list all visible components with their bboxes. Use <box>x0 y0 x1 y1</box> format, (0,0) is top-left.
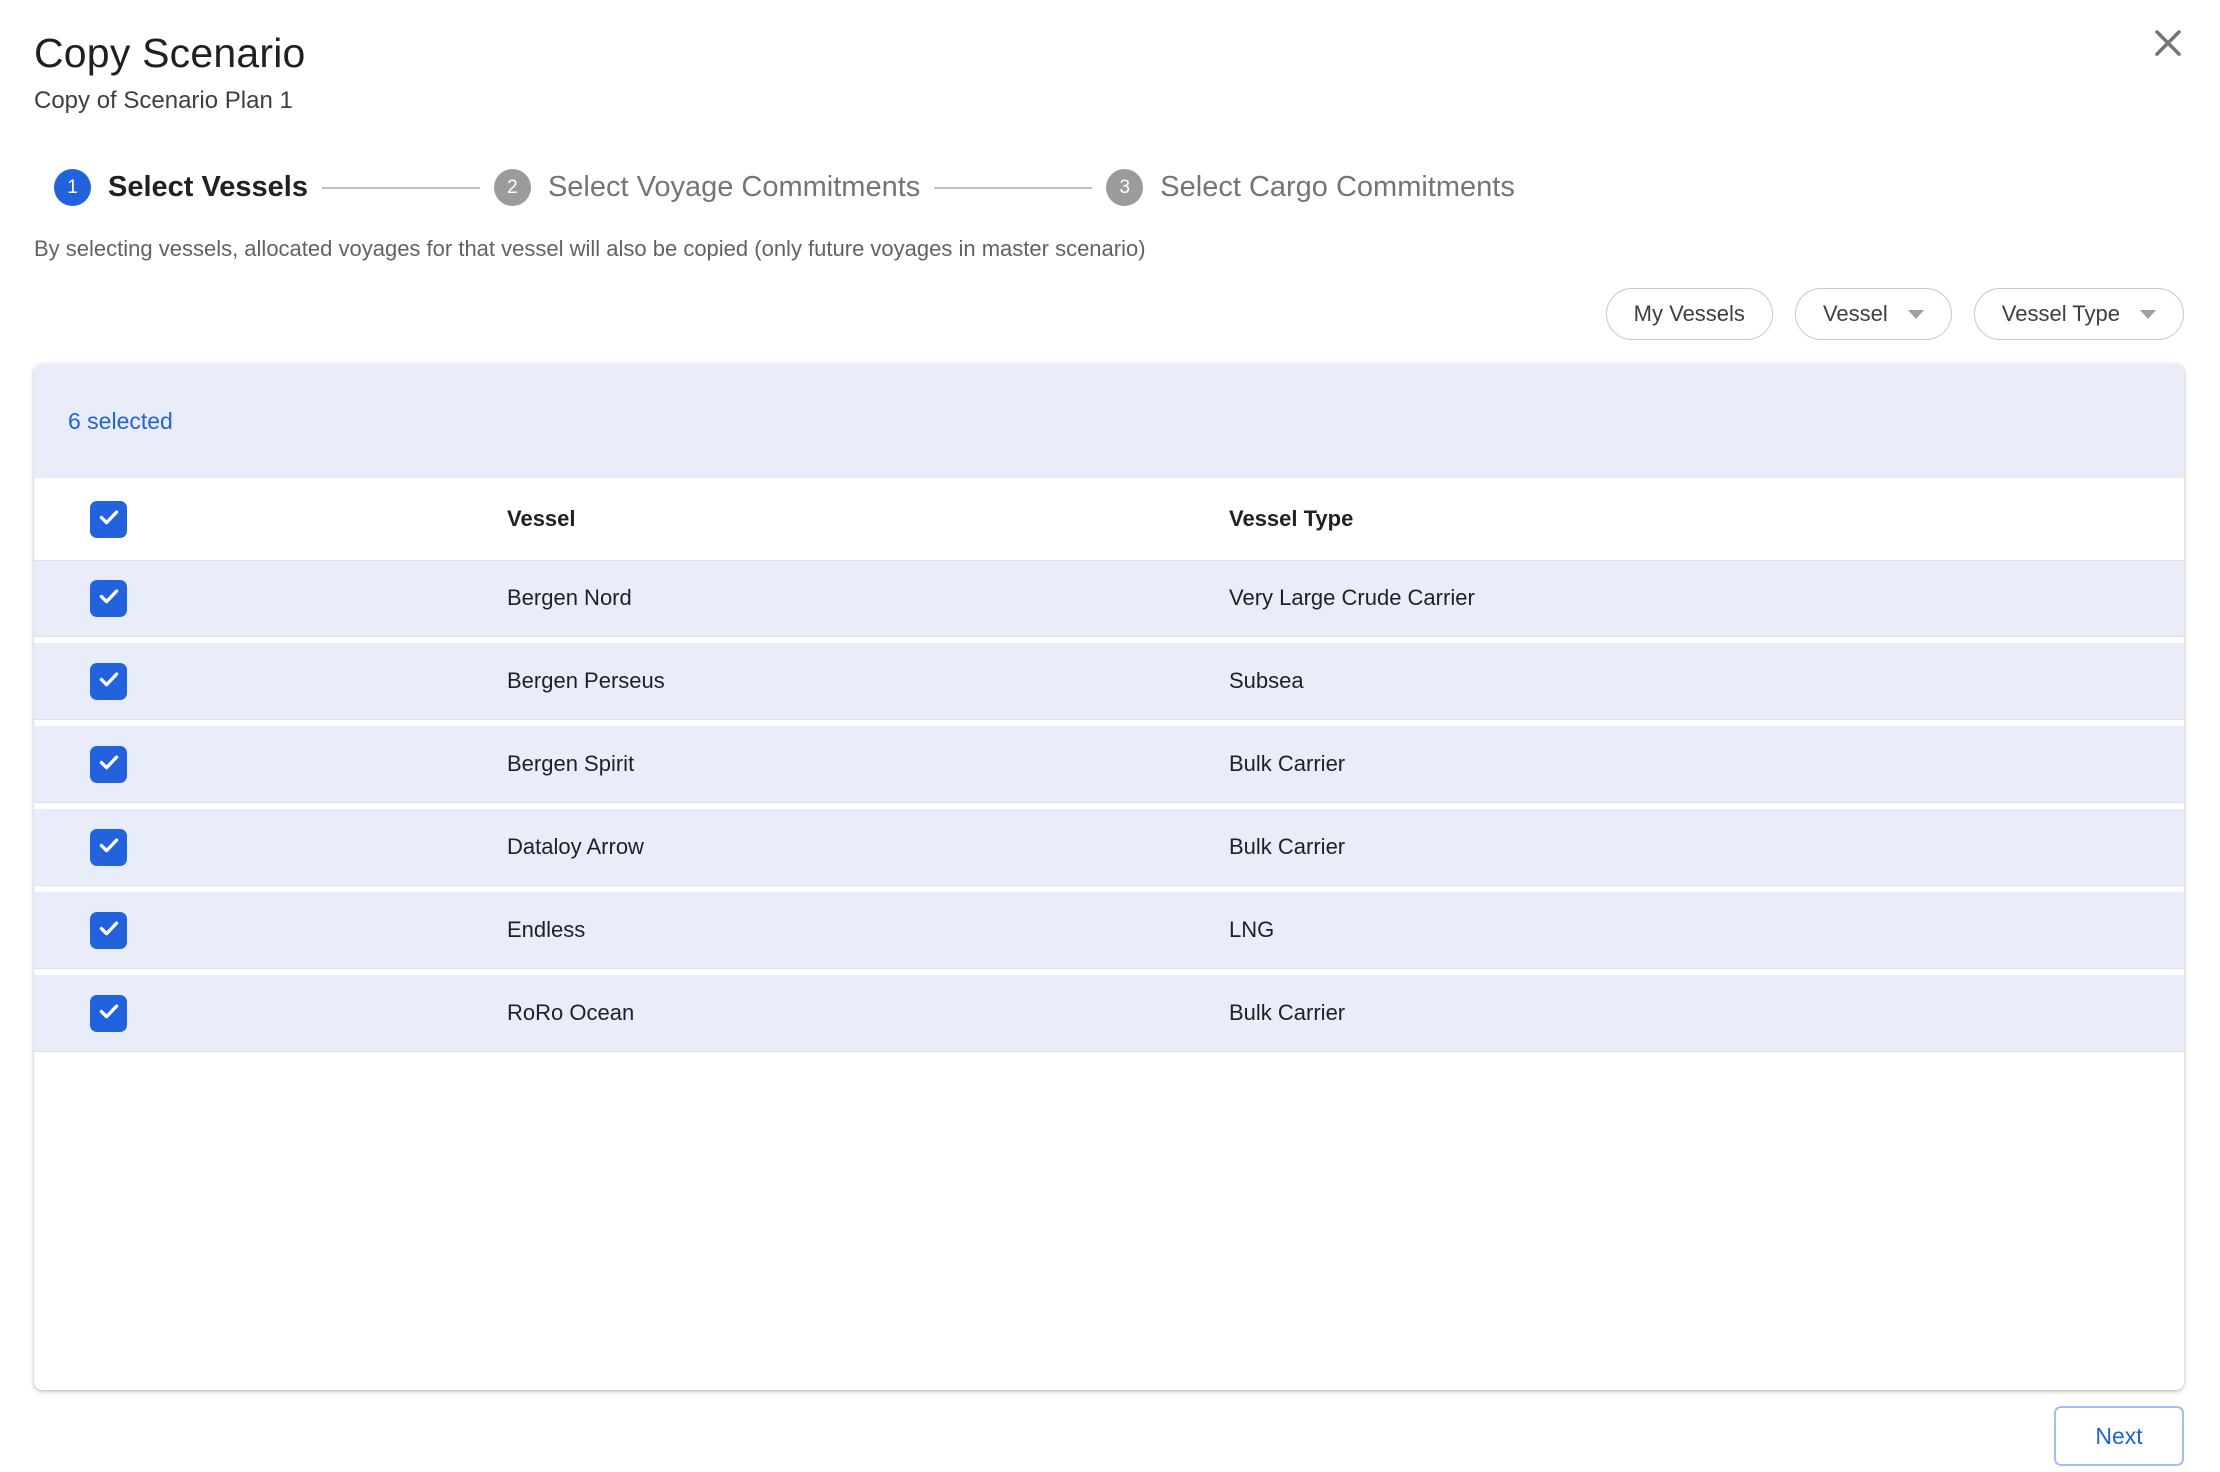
step-1-label: Select Vessels <box>108 171 308 203</box>
row-checkbox[interactable] <box>90 828 127 866</box>
checkmark-icon <box>96 998 122 1029</box>
dialog-footer: Next <box>34 1406 2184 1466</box>
checkmark-icon <box>96 915 122 946</box>
table-row[interactable]: Bergen Nord Very Large Crude Carrier <box>34 560 2184 636</box>
row-checkbox[interactable] <box>90 911 127 949</box>
select-all-cell <box>34 500 507 538</box>
table-body: Bergen Nord Very Large Crude Carrier Ber… <box>34 560 2184 1051</box>
dialog-description: By selecting vessels, allocated voyages … <box>34 236 1146 261</box>
dialog-subtitle: Copy of Scenario Plan 1 <box>34 87 293 114</box>
table-row[interactable]: Bergen Perseus Subsea <box>34 643 2184 719</box>
row-checkbox[interactable] <box>90 994 127 1032</box>
vessel-filter-chip[interactable]: Vessel <box>1794 288 1952 340</box>
table-row[interactable]: Bergen Spirit Bulk Carrier <box>34 726 2184 802</box>
vessel-type-cell: Bulk Carrier <box>1229 1000 1346 1025</box>
row-checkbox[interactable] <box>90 579 127 617</box>
vessel-type-cell: Bulk Carrier <box>1229 751 1346 776</box>
checkmark-icon <box>96 583 122 614</box>
my-vessels-filter-chip[interactable]: My Vessels <box>1605 288 1773 340</box>
next-button[interactable]: Next <box>2054 1406 2184 1466</box>
row-checkbox[interactable] <box>90 662 127 700</box>
checkmark-icon <box>96 666 122 697</box>
vessel-type-cell: Subsea <box>1229 668 1304 693</box>
table-row[interactable]: Dataloy Arrow Bulk Carrier <box>34 809 2184 885</box>
checkmark-icon <box>96 504 122 535</box>
chip-label: My Vessels <box>1633 301 1745 326</box>
step-connector <box>934 186 1093 189</box>
vessel-name-cell: Endless <box>507 917 586 942</box>
step-2-circle: 2 <box>493 169 531 206</box>
step-connector <box>321 186 480 189</box>
close-icon <box>2149 24 2187 65</box>
step-select-voyage-commitments: 2 Select Voyage Commitments <box>493 169 921 206</box>
filter-bar: My Vessels Vessel Vessel Type <box>34 288 2184 340</box>
step-2-label: Select Voyage Commitments <box>547 171 921 203</box>
vessel-type-filter-chip[interactable]: Vessel Type <box>1973 288 2184 340</box>
step-3-label: Select Cargo Commitments <box>1160 171 1515 203</box>
checkmark-icon <box>96 749 122 780</box>
chevron-down-icon <box>2140 309 2156 319</box>
step-3-circle: 3 <box>1106 169 1144 206</box>
vessel-name-cell: Dataloy Arrow <box>507 834 644 859</box>
vessel-type-cell: Very Large Crude Carrier <box>1229 585 1475 610</box>
vessel-name-cell: Bergen Spirit <box>507 751 635 776</box>
step-select-vessels: 1 Select Vessels <box>54 169 308 206</box>
chip-label: Vessel <box>1822 301 1888 326</box>
chevron-down-icon <box>1907 309 1924 319</box>
column-header-vessel-type: Vessel Type <box>1229 506 1354 531</box>
row-checkbox-cell <box>34 579 507 617</box>
close-button[interactable] <box>2146 22 2190 66</box>
column-header-vessel: Vessel <box>507 506 576 531</box>
table-row[interactable]: Endless LNG <box>34 892 2184 968</box>
step-select-cargo-commitments: 3 Select Cargo Commitments <box>1106 169 1515 206</box>
wizard-stepper: 1 Select Vessels 2 Select Voyage Commitm… <box>54 169 2184 206</box>
vessel-table-card: 6 selected Vessel Vessel Type <box>34 364 2184 1390</box>
row-checkbox[interactable] <box>90 745 127 783</box>
checkmark-icon <box>96 832 122 863</box>
table-row[interactable]: RoRo Ocean Bulk Carrier <box>34 975 2184 1051</box>
row-checkbox-cell <box>34 745 507 783</box>
selection-summary-bar: 6 selected <box>34 364 2184 478</box>
step-1-circle: 1 <box>54 169 91 206</box>
vessel-name-cell: RoRo Ocean <box>507 1000 635 1025</box>
table-header-row: Vessel Vessel Type <box>34 478 2184 560</box>
select-all-checkbox[interactable] <box>90 500 127 538</box>
page-title: Copy Scenario <box>34 30 306 76</box>
selected-count-label: 6 selected <box>68 407 173 434</box>
vessel-type-cell: LNG <box>1229 917 1275 942</box>
row-checkbox-cell <box>34 994 507 1032</box>
vessel-name-cell: Bergen Nord <box>507 585 632 610</box>
vessel-type-cell: Bulk Carrier <box>1229 834 1346 859</box>
chip-label: Vessel Type <box>2001 301 2120 326</box>
row-checkbox-cell <box>34 828 507 866</box>
row-checkbox-cell <box>34 911 507 949</box>
row-checkbox-cell <box>34 662 507 700</box>
vessel-name-cell: Bergen Perseus <box>507 668 665 693</box>
